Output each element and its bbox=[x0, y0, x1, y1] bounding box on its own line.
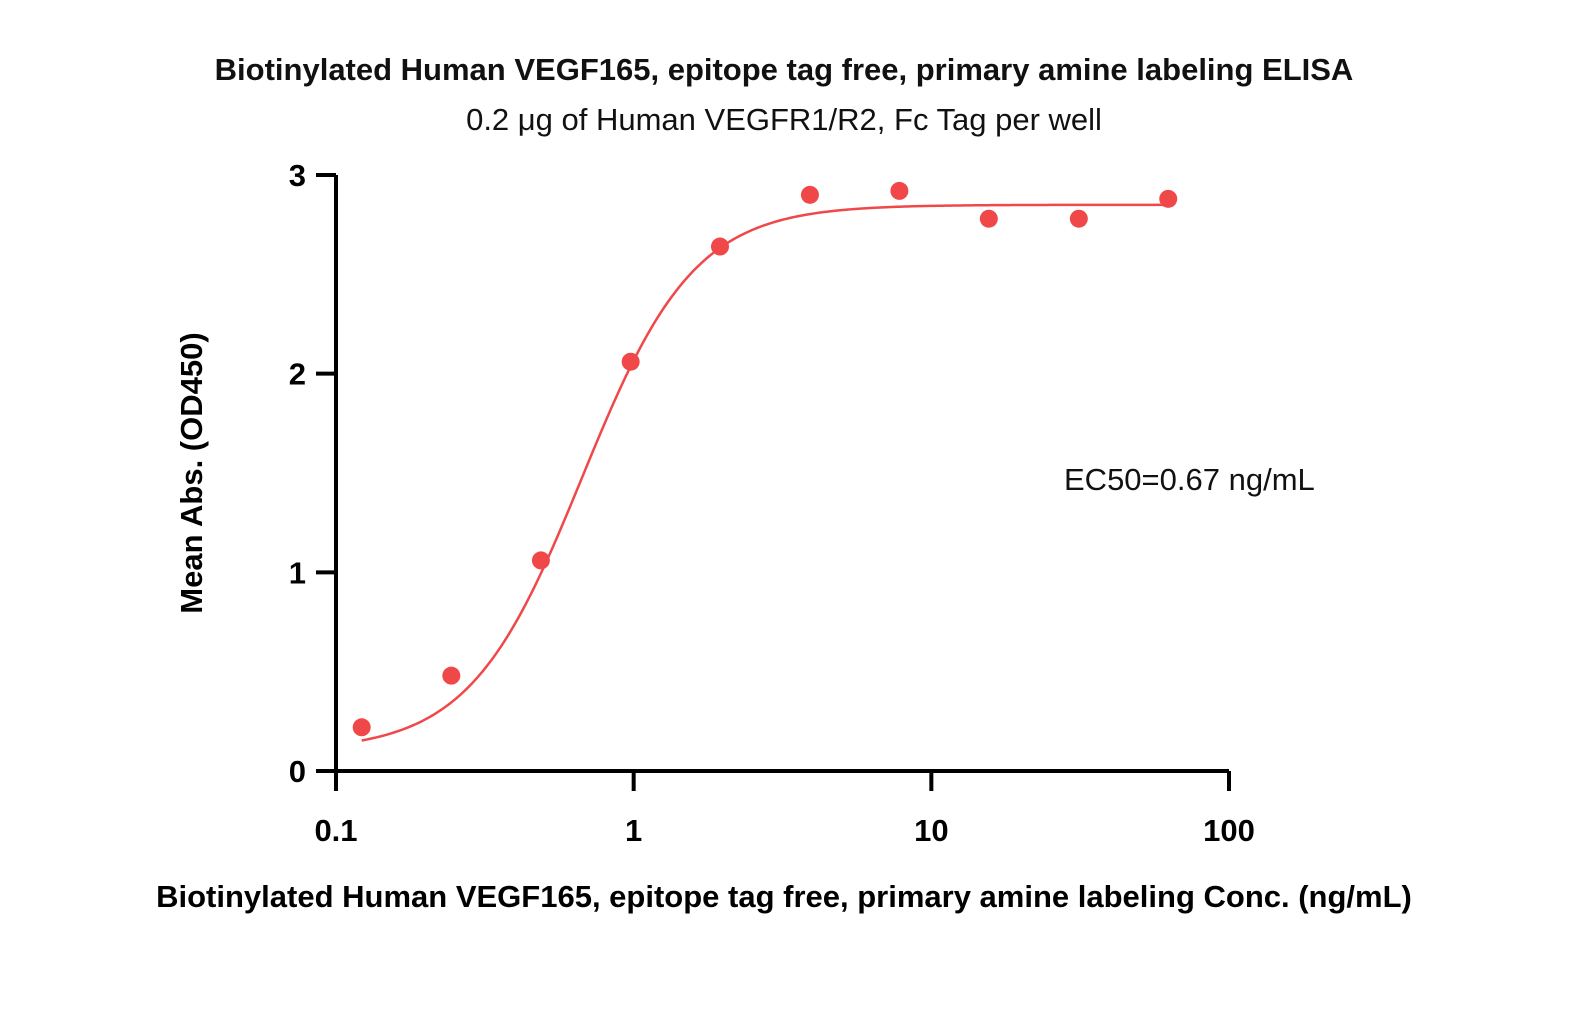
data-points-layer bbox=[352, 181, 1178, 737]
ec50-annotation: EC50=0.67 ng/mL bbox=[1064, 462, 1315, 497]
data-point bbox=[352, 718, 371, 737]
data-point bbox=[711, 237, 730, 256]
data-point bbox=[800, 185, 819, 204]
y-tick-label: 3 bbox=[289, 158, 306, 193]
axes bbox=[316, 175, 1229, 773]
data-point bbox=[1069, 209, 1088, 228]
data-point bbox=[531, 551, 550, 570]
data-point bbox=[979, 209, 998, 228]
fit-curve-layer bbox=[361, 203, 1169, 742]
y-tick-label: 1 bbox=[289, 555, 306, 590]
y-axis-label: Mean Abs. (OD450) bbox=[174, 332, 209, 613]
x-axis-label: Biotinylated Human VEGF165, epitope tag … bbox=[156, 879, 1412, 914]
data-point bbox=[890, 181, 909, 200]
x-tick-label: 100 bbox=[1203, 813, 1255, 848]
fit-curve bbox=[361, 203, 1169, 742]
y-tick-label: 2 bbox=[289, 357, 306, 392]
chart-title: Biotinylated Human VEGF165, epitope tag … bbox=[215, 52, 1354, 87]
chart-subtitle: 0.2 μg of Human VEGFR1/R2, Fc Tag per we… bbox=[466, 102, 1102, 137]
x-tick-label: 0.1 bbox=[314, 813, 357, 848]
data-point bbox=[442, 666, 461, 685]
data-point bbox=[1159, 189, 1178, 208]
x-tick-label: 10 bbox=[914, 813, 948, 848]
data-point bbox=[621, 352, 640, 371]
x-tick-label: 1 bbox=[625, 813, 642, 848]
y-tick-label: 0 bbox=[289, 754, 306, 789]
ticks: 0 1 2 3 0.1 1 10 100 bbox=[289, 158, 1255, 848]
